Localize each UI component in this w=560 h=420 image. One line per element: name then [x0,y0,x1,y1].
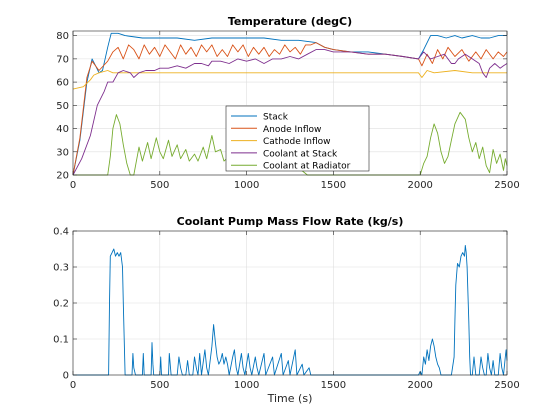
coolant-flow-series-lines [73,244,508,376]
series-line-stack [72,32,507,176]
x-tick-label: 500 [150,380,169,391]
temperature-legend: Stack Anode Inflow Cathode Inflow Coolant a… [225,105,370,172]
y-tick-label: 40 [56,124,69,135]
x-axis-label: Time (s) [267,392,313,405]
x-tick-label: 2000 [407,380,432,391]
temperature-ticks: 0 500 1000 1500 2000 2500 20 30 40 50 60 70 80 [56,31,520,191]
x-tick-label: 2500 [494,180,519,191]
coolant-flow-panel: 0 500 1000 1500 2000 2500 0 0.1 0.2 0.3 0.4 Coolan… [53,215,520,405]
x-tick-label: 1000 [234,180,259,191]
y-tick-label: 70 [56,54,69,65]
y-tick-label: 0 [63,371,69,382]
y-tick-label: 60 [56,78,69,89]
y-tick-label: 0.3 [53,263,69,274]
temperature-title: Temperature (degC) [228,15,352,28]
x-tick-label: 0 [70,380,76,391]
y-tick-label: 0.4 [53,227,69,238]
series-line-cathode-inflow [72,70,507,90]
x-tick-label: 500 [150,180,169,191]
x-tick-label: 1500 [321,180,346,191]
x-tick-label: 2000 [407,180,432,191]
legend-label: Cathode Inflow [263,137,331,147]
coolant-flow-title: Coolant Pump Mass Flow Rate (kg/s) [177,215,404,228]
series-line-coolant-at-stack [72,49,508,176]
legend-label: Coolant at Stack [263,149,338,159]
x-tick-label: 1000 [234,380,259,391]
y-tick-label: 0.2 [53,299,69,310]
x-tick-label: 2500 [494,380,519,391]
legend-box [225,105,370,172]
y-tick-label: 20 [56,171,69,182]
y-tick-label: 80 [56,31,69,42]
series-line-flow-rate [73,244,508,376]
x-tick-label: 0 [70,180,76,191]
y-tick-label: 0.1 [53,335,69,346]
legend-label: Anode Inflow [263,125,321,135]
legend-label: Stack [263,113,289,123]
y-tick-label: 30 [56,147,69,158]
coolant-flow-ticks: 0 500 1000 1500 2000 2500 0 0.1 0.2 0.3 0.4 [53,227,520,392]
x-tick-label: 1500 [321,380,346,391]
temperature-axes-box [72,30,508,176]
y-tick-label: 50 [56,101,69,112]
legend-label: Coolant at Radiator [263,162,351,172]
temperature-panel: 0 500 1000 1500 2000 2500 20 30 40 50 60 70 80 Tempe… [56,15,519,191]
